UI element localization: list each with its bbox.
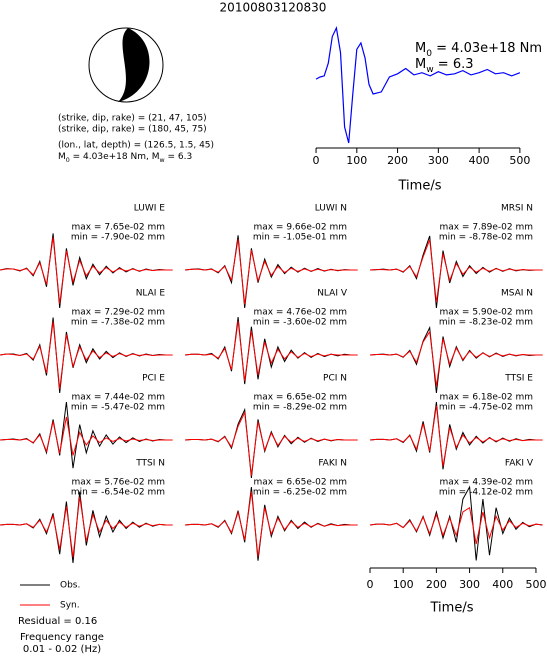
station-label: NLAI E [136, 289, 166, 299]
max-label: max = 5.90e-02 mm [439, 308, 533, 318]
subscript: 0 [426, 49, 432, 59]
legend-label: Syn. [60, 601, 80, 611]
legend-label: Obs. [60, 581, 80, 591]
max-label: max = 6.65e-02 mm [253, 478, 347, 488]
residual: Residual = 0.16 [18, 616, 97, 627]
beachball-compression [118, 28, 150, 102]
synthetic-trace [369, 405, 543, 467]
max-label: max = 5.76e-02 mm [71, 478, 165, 488]
station-label: TTSI E [504, 374, 533, 384]
station-label: MRSI N [501, 204, 533, 214]
stf-annotation: Mw = 6.3 [415, 57, 474, 75]
x-axis-label: Time/s [430, 601, 474, 616]
max-label: max = 4.76e-02 mm [253, 308, 347, 318]
stf-annotation: M0 = 4.03e+18 Nm [415, 41, 542, 59]
min-label: min = -8.78e-02 mm [439, 233, 533, 243]
min-label: min = -6.25e-02 mm [253, 488, 347, 498]
synthetic-trace [184, 491, 358, 557]
text-part: M [415, 41, 426, 56]
x-tick-label: 200 [426, 578, 447, 591]
subscript: w [159, 157, 164, 164]
station-label: NLAI V [317, 289, 348, 299]
moment-line: M0 = 4.03e+18 Nm, Mw = 6.3 [58, 152, 192, 164]
mechanism-line: (strike, dip, rake) = (180, 45, 75) [58, 125, 207, 135]
synthetic-trace [184, 320, 358, 381]
synthetic-trace [369, 330, 543, 387]
x-tick-label: 0 [313, 154, 320, 167]
synthetic-trace [369, 506, 543, 545]
synthetic-trace [184, 410, 358, 476]
max-label: max = 7.29e-02 mm [71, 308, 165, 318]
x-tick-label: 100 [346, 154, 367, 167]
min-label: min = -7.38e-02 mm [71, 318, 165, 328]
max-label: max = 7.44e-02 mm [71, 393, 165, 403]
freq-range: 0.01 - 0.02 (Hz) [23, 644, 101, 655]
station-label: FAKI V [505, 459, 534, 469]
text-part: = 6.3 [165, 152, 193, 162]
synthetic-trace [0, 237, 173, 304]
text-part: = 4.03e+18 Nm, M [70, 152, 160, 162]
min-label: min = -1.05e-01 mm [253, 233, 347, 243]
mechanism-line: (strike, dip, rake) = (21, 47, 105) [58, 114, 207, 124]
x-tick-label: 400 [492, 578, 513, 591]
station-label: PCI E [142, 374, 165, 384]
text-part: M [58, 152, 66, 162]
text-part: M [415, 57, 426, 72]
station-label: FAKI N [318, 459, 347, 469]
title: 20100803120830 [220, 1, 327, 15]
max-label: max = 7.89e-02 mm [439, 223, 533, 233]
min-label: min = -4.12e-02 mm [439, 488, 533, 498]
freq-title: Frequency range [20, 632, 104, 643]
x-tick-label: 100 [393, 578, 414, 591]
text-part: = 6.3 [434, 57, 474, 72]
min-label: min = -3.60e-02 mm [253, 318, 347, 328]
max-label: max = 6.18e-02 mm [439, 393, 533, 403]
x-tick-label: 500 [525, 578, 546, 591]
synthetic-trace [184, 239, 358, 305]
x-tick-label: 300 [428, 154, 449, 167]
synthetic-trace [0, 416, 173, 456]
x-tick-label: 400 [469, 154, 490, 167]
synthetic-trace [369, 239, 543, 303]
station-label: PCI N [323, 374, 347, 384]
station-label: TTSI N [135, 459, 165, 469]
min-label: min = -7.90e-02 mm [71, 233, 165, 243]
observed-trace [0, 491, 173, 564]
min-label: min = -8.23e-02 mm [439, 318, 533, 328]
synthetic-trace [0, 496, 173, 558]
station-label: LUWI E [134, 204, 166, 214]
min-label: min = -5.47e-02 mm [71, 403, 165, 413]
x-tick-label: 0 [367, 578, 374, 591]
x-axis-label: Time/s [398, 179, 442, 194]
min-label: min = -8.29e-02 mm [253, 403, 347, 413]
text-part: = 4.03e+18 Nm [432, 41, 542, 56]
max-label: max = 6.65e-02 mm [253, 393, 347, 403]
max-label: max = 7.65e-02 mm [71, 223, 165, 233]
max-label: max = 9.66e-02 mm [253, 223, 347, 233]
max-label: max = 4.39e-02 mm [439, 478, 533, 488]
x-tick-label: 500 [509, 154, 530, 167]
synthetic-trace [0, 321, 173, 389]
mechanism-line: (lon., lat, depth) = (126.5, 1.5, 45) [58, 141, 214, 151]
station-label: LUWI N [315, 204, 347, 214]
min-label: min = -6.54e-02 mm [71, 488, 165, 498]
stf-line [315, 26, 521, 144]
x-tick-label: 300 [459, 578, 480, 591]
x-tick-label: 200 [387, 154, 408, 167]
station-label: MSAI N [501, 289, 533, 299]
subscript: 0 [66, 157, 70, 164]
min-label: min = -4.75e-02 mm [439, 403, 533, 413]
subscript: w [426, 65, 434, 75]
